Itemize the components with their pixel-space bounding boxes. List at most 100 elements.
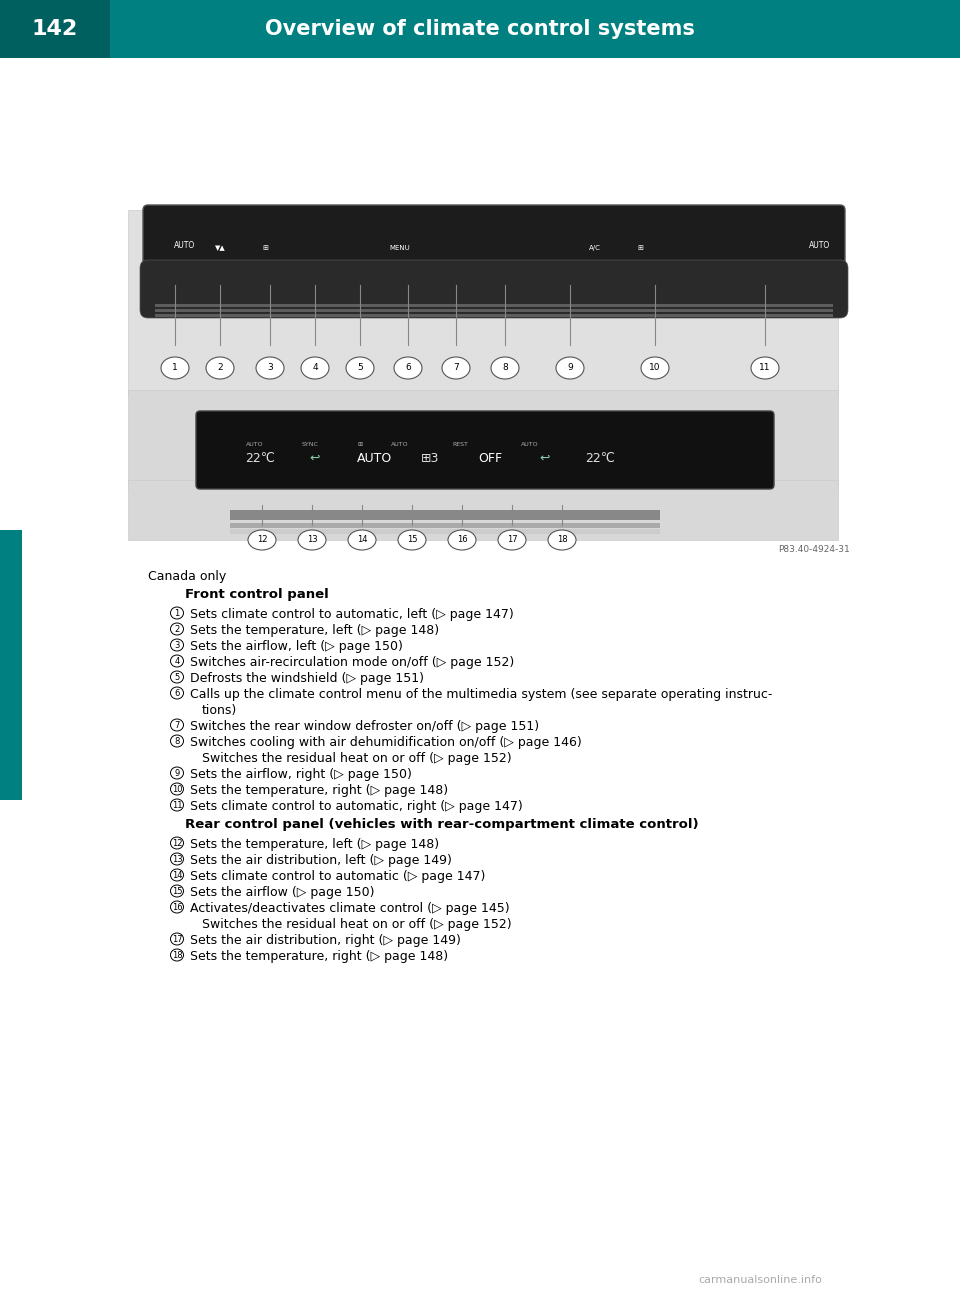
Text: Sets the temperature, right (▷ page 148): Sets the temperature, right (▷ page 148) xyxy=(190,950,448,963)
Text: 14: 14 xyxy=(172,871,182,879)
Text: carmanualsonline.info: carmanualsonline.info xyxy=(698,1275,822,1285)
Text: Sets climate control to automatic, left (▷ page 147): Sets climate control to automatic, left … xyxy=(190,608,514,621)
Text: AUTO: AUTO xyxy=(809,241,830,250)
Ellipse shape xyxy=(171,767,183,779)
Ellipse shape xyxy=(171,934,183,945)
Text: 10: 10 xyxy=(649,363,660,372)
Text: Sets the temperature, left (▷ page 148): Sets the temperature, left (▷ page 148) xyxy=(190,838,439,852)
Ellipse shape xyxy=(171,783,183,796)
Ellipse shape xyxy=(348,530,376,549)
Text: Sets the airflow, right (▷ page 150): Sets the airflow, right (▷ page 150) xyxy=(190,768,412,781)
Text: 6: 6 xyxy=(405,363,411,372)
Text: ↩: ↩ xyxy=(540,452,550,465)
Text: Activates/deactivates climate control (▷ page 145): Activates/deactivates climate control (▷… xyxy=(190,902,510,915)
Ellipse shape xyxy=(171,837,183,849)
Ellipse shape xyxy=(448,530,476,549)
Text: REST: REST xyxy=(452,443,468,448)
Text: 18: 18 xyxy=(557,535,567,544)
Ellipse shape xyxy=(346,357,374,379)
Text: Front control panel: Front control panel xyxy=(185,589,328,602)
Text: MENU: MENU xyxy=(390,245,410,251)
Text: ⊞: ⊞ xyxy=(357,443,363,448)
Text: P83.40-4924-31: P83.40-4924-31 xyxy=(779,546,850,555)
Ellipse shape xyxy=(171,719,183,730)
Ellipse shape xyxy=(171,622,183,635)
Text: AUTO: AUTO xyxy=(357,452,393,465)
Text: 142: 142 xyxy=(32,20,78,39)
Text: 5: 5 xyxy=(357,363,363,372)
Text: ⊞: ⊞ xyxy=(262,245,268,251)
Text: Sets climate control to automatic, right (▷ page 147): Sets climate control to automatic, right… xyxy=(190,799,523,812)
Ellipse shape xyxy=(171,607,183,618)
Text: OFF: OFF xyxy=(478,452,502,465)
Ellipse shape xyxy=(256,357,284,379)
FancyBboxPatch shape xyxy=(128,480,838,540)
Text: 1: 1 xyxy=(172,363,178,372)
Text: Calls up the climate control menu of the multimedia system (see separate operati: Calls up the climate control menu of the… xyxy=(190,687,773,700)
Text: AUTO: AUTO xyxy=(521,443,539,448)
FancyBboxPatch shape xyxy=(128,391,838,490)
Text: Sets the airflow (▷ page 150): Sets the airflow (▷ page 150) xyxy=(190,885,374,898)
Ellipse shape xyxy=(171,639,183,651)
FancyBboxPatch shape xyxy=(143,204,845,283)
Text: Defrosts the windshield (▷ page 151): Defrosts the windshield (▷ page 151) xyxy=(190,672,424,685)
Ellipse shape xyxy=(301,357,329,379)
Text: Switches air-recirculation mode on/off (▷ page 152): Switches air-recirculation mode on/off (… xyxy=(190,656,515,669)
Text: 1: 1 xyxy=(175,608,180,617)
Text: Sets the airflow, left (▷ page 150): Sets the airflow, left (▷ page 150) xyxy=(190,641,403,654)
Ellipse shape xyxy=(248,530,276,549)
Text: 9: 9 xyxy=(567,363,573,372)
Text: 13: 13 xyxy=(306,535,318,544)
Text: 6: 6 xyxy=(175,689,180,698)
FancyBboxPatch shape xyxy=(230,529,660,534)
Text: Switches the residual heat on or off (▷ page 152): Switches the residual heat on or off (▷ … xyxy=(202,753,512,766)
Text: 11: 11 xyxy=(759,363,771,372)
Text: 18: 18 xyxy=(172,950,182,960)
Ellipse shape xyxy=(161,357,189,379)
FancyBboxPatch shape xyxy=(230,523,660,529)
Text: 7: 7 xyxy=(453,363,459,372)
Ellipse shape xyxy=(491,357,519,379)
Text: 2: 2 xyxy=(217,363,223,372)
Text: 16: 16 xyxy=(457,535,468,544)
Text: 15: 15 xyxy=(172,887,182,896)
FancyBboxPatch shape xyxy=(140,260,848,318)
Text: 17: 17 xyxy=(507,535,517,544)
Ellipse shape xyxy=(298,530,326,549)
Ellipse shape xyxy=(442,357,470,379)
Text: 4: 4 xyxy=(312,363,318,372)
Text: Sets the temperature, left (▷ page 148): Sets the temperature, left (▷ page 148) xyxy=(190,624,439,637)
Text: Rear control panel (vehicles with rear-compartment climate control): Rear control panel (vehicles with rear-c… xyxy=(185,818,699,831)
Text: Overview of climate control systems: Overview of climate control systems xyxy=(265,20,695,39)
FancyBboxPatch shape xyxy=(0,0,110,59)
FancyBboxPatch shape xyxy=(0,0,960,59)
Text: 7: 7 xyxy=(175,720,180,729)
Text: 22℃: 22℃ xyxy=(586,452,614,465)
FancyBboxPatch shape xyxy=(196,411,774,490)
FancyBboxPatch shape xyxy=(0,530,22,799)
Text: 17: 17 xyxy=(172,935,182,944)
Ellipse shape xyxy=(171,655,183,667)
Ellipse shape xyxy=(548,530,576,549)
Text: 2: 2 xyxy=(175,625,180,634)
Text: Climate control: Climate control xyxy=(4,605,18,725)
Ellipse shape xyxy=(171,736,183,747)
Text: 15: 15 xyxy=(407,535,418,544)
Text: ⊞: ⊞ xyxy=(637,245,643,251)
Ellipse shape xyxy=(171,901,183,913)
Text: 22℃: 22℃ xyxy=(245,452,275,465)
Text: Switches the rear window defroster on/off (▷ page 151): Switches the rear window defroster on/of… xyxy=(190,720,540,733)
Text: 4: 4 xyxy=(175,656,180,665)
Text: 3: 3 xyxy=(175,641,180,650)
Text: Canada only: Canada only xyxy=(148,570,227,583)
Text: 12: 12 xyxy=(256,535,267,544)
Text: 14: 14 xyxy=(357,535,368,544)
Ellipse shape xyxy=(751,357,779,379)
Ellipse shape xyxy=(171,671,183,684)
Text: Sets the air distribution, right (▷ page 149): Sets the air distribution, right (▷ page… xyxy=(190,934,461,947)
Text: ↩: ↩ xyxy=(310,452,321,465)
Ellipse shape xyxy=(498,530,526,549)
Text: 12: 12 xyxy=(172,838,182,848)
FancyBboxPatch shape xyxy=(155,309,833,312)
Text: 9: 9 xyxy=(175,768,180,777)
